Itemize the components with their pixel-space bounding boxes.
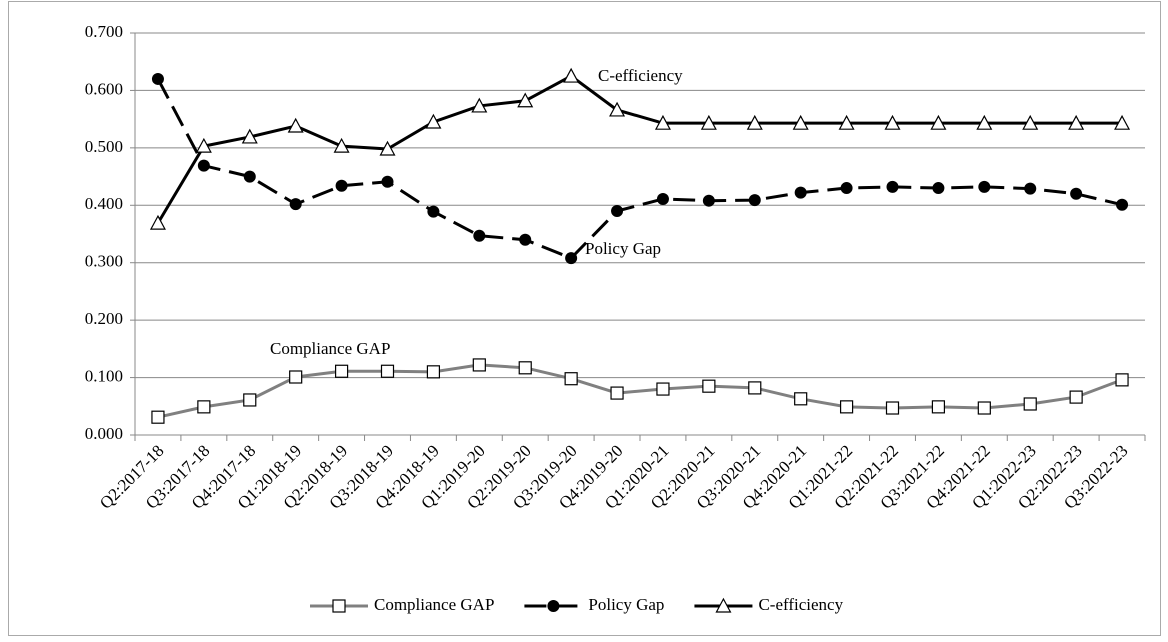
point [287, 117, 304, 133]
point [334, 364, 349, 378]
point [654, 114, 671, 130]
point [930, 114, 947, 130]
annotation: Compliance GAP [270, 339, 390, 358]
point [1024, 182, 1037, 195]
point [473, 229, 486, 242]
point [1023, 397, 1037, 411]
point [792, 114, 809, 130]
point [425, 113, 442, 129]
point [563, 67, 580, 83]
y-tick-label: 0.300 [85, 252, 123, 271]
point [794, 186, 807, 199]
point [243, 393, 257, 407]
point [380, 364, 395, 378]
point [518, 361, 532, 375]
point [289, 370, 303, 384]
point [335, 179, 348, 192]
point [1022, 114, 1039, 130]
point [1070, 187, 1083, 200]
point [1069, 390, 1083, 404]
y-tick-label: 0.700 [85, 22, 123, 41]
point [977, 401, 991, 415]
point [197, 159, 210, 172]
point [748, 381, 762, 395]
annotation: Policy Gap [585, 239, 661, 258]
point [333, 137, 350, 153]
point [195, 137, 212, 153]
point [978, 180, 991, 193]
point [656, 192, 669, 205]
point [243, 170, 256, 183]
point [472, 358, 486, 372]
legend-label: C-efficiency [758, 595, 843, 614]
point [840, 182, 853, 195]
annotation: C-efficiency [598, 66, 683, 85]
y-tick-label: 0.400 [85, 194, 123, 213]
point [884, 114, 901, 130]
legend-marker [715, 597, 732, 613]
point [289, 198, 302, 211]
point [839, 400, 854, 414]
point [379, 140, 396, 156]
point [517, 92, 534, 108]
point [976, 114, 993, 130]
point [149, 214, 166, 230]
point [1114, 114, 1131, 130]
point [1116, 198, 1129, 211]
point [886, 180, 899, 193]
legend-marker [547, 600, 560, 612]
legend-marker [332, 599, 346, 613]
point [426, 365, 441, 379]
point [885, 401, 900, 415]
series-line [156, 74, 1123, 224]
point [151, 410, 165, 424]
point [700, 114, 717, 130]
point [610, 386, 624, 400]
point [1115, 373, 1129, 387]
point [838, 114, 855, 130]
point [427, 205, 440, 218]
point [656, 382, 670, 396]
point [519, 233, 532, 246]
point [611, 205, 624, 218]
point [932, 182, 945, 195]
point [151, 72, 164, 85]
point [241, 128, 258, 144]
point [1068, 114, 1085, 130]
point [197, 400, 211, 414]
point [702, 379, 716, 393]
y-tick-label: 0.000 [85, 424, 123, 443]
point [471, 97, 488, 113]
point [746, 114, 763, 130]
y-tick-label: 0.200 [85, 309, 123, 328]
point [748, 194, 761, 207]
series-line [157, 363, 1123, 419]
point [564, 372, 578, 386]
y-tick-label: 0.500 [85, 137, 123, 156]
point [931, 400, 946, 414]
series-line [156, 78, 1123, 260]
point [565, 252, 578, 265]
chart-frame [8, 1, 1161, 636]
legend-label: Policy Gap [588, 595, 664, 614]
y-tick-label: 0.100 [85, 366, 123, 385]
point [381, 175, 394, 188]
point [702, 194, 715, 207]
y-tick-label: 0.600 [85, 79, 123, 98]
legend-label: Compliance GAP [374, 595, 494, 614]
point [794, 392, 808, 406]
point [609, 101, 626, 117]
